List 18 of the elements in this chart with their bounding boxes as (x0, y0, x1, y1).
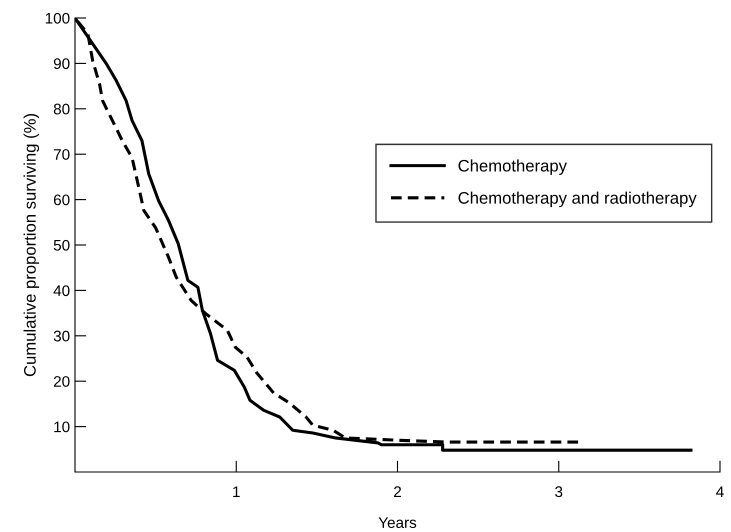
y-tick-label: 60 (54, 194, 70, 206)
x-tick-label: 1 (233, 486, 240, 497)
y-tick-label: 50 (54, 240, 70, 251)
y-tick-label: 10 (54, 421, 70, 432)
y-tick-label: 70 (54, 149, 70, 160)
y-tick-label: 100 (46, 12, 70, 24)
legend-label: Chemotherapy and radiotherapy (458, 192, 697, 208)
legend-label: Chemotherapy (458, 159, 567, 175)
y-tick-label: 90 (54, 58, 70, 70)
x-tick-label: 2 (394, 486, 401, 497)
x-tick-label: 4 (716, 486, 724, 497)
y-tick-label: 20 (54, 376, 70, 387)
y-tick-label: 40 (54, 285, 70, 296)
x-axis-title: Years (378, 517, 416, 528)
y-tick-label: 30 (54, 330, 70, 342)
y-tick-label: 80 (54, 104, 70, 114)
x-tick-label: 3 (555, 486, 562, 498)
y-axis-title: Cumulative proportion surviving (%) (24, 114, 40, 376)
